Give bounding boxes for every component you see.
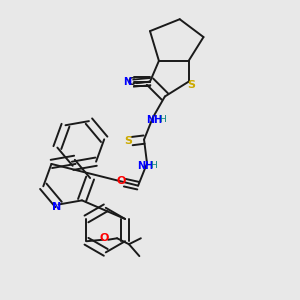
Text: O: O: [100, 233, 109, 243]
Text: N: N: [52, 202, 61, 212]
Text: NH: NH: [146, 115, 163, 125]
Text: H: H: [150, 161, 157, 170]
Text: S: S: [188, 80, 196, 90]
Text: S: S: [124, 136, 133, 146]
Text: O: O: [116, 176, 126, 186]
Text: N: N: [123, 76, 131, 87]
Text: H: H: [159, 115, 166, 124]
Text: NH: NH: [137, 161, 154, 171]
Text: C: C: [128, 76, 135, 87]
